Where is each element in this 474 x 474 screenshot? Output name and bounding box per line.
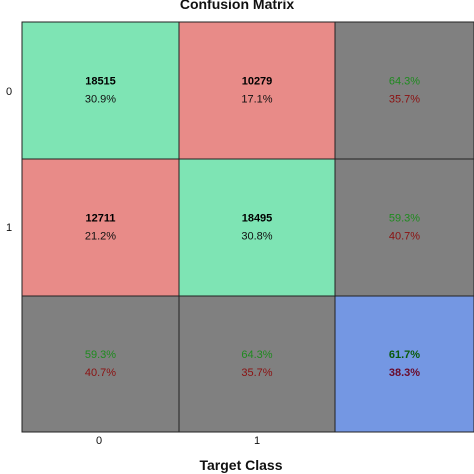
col-summary-cell-0 <box>21 295 180 433</box>
chart-title: Confusion Matrix <box>180 0 295 12</box>
col-tick-label-1: 1 <box>254 435 260 447</box>
col-summary-correct-1: 64.3% <box>241 349 272 361</box>
cell-count-0-0: 18515 <box>85 76 116 88</box>
row-tick-label-1: 1 <box>6 222 12 234</box>
overall-wrong: 38.3% <box>389 367 420 379</box>
overall-correct: 61.7% <box>389 349 420 361</box>
row-summary-cell-0 <box>334 21 474 160</box>
row-summary-cell-1 <box>334 158 474 297</box>
row-summary-wrong-0: 35.7% <box>389 94 420 106</box>
row-summary-wrong-1: 40.7% <box>389 231 420 243</box>
row-summary-correct-1: 59.3% <box>389 213 420 225</box>
col-tick-label-0: 0 <box>96 435 102 447</box>
cell-count-0-1: 10279 <box>242 76 273 88</box>
cell-percent-1-1: 30.8% <box>241 231 272 243</box>
matrix-cells: 18515 30.9% 10279 17.1% 12711 21.2% 18495 30.8%… <box>21 21 474 433</box>
cell-percent-1-0: 21.2% <box>85 231 116 243</box>
cell-percent-0-0: 30.9% <box>85 94 116 106</box>
col-summary-wrong-0: 40.7% <box>85 367 116 379</box>
overall-accuracy-cell <box>334 295 474 433</box>
row-summary-correct-0: 64.3% <box>389 76 420 88</box>
matrix-cell-1-1 <box>178 158 336 297</box>
col-summary-cell-1 <box>178 295 336 433</box>
cell-count-1-0: 12711 <box>86 213 116 225</box>
x-axis-label: Target Class <box>200 457 283 473</box>
row-tick-label-0: 0 <box>6 86 12 98</box>
matrix-cell-1-0 <box>21 158 180 297</box>
cell-percent-0-1: 17.1% <box>241 94 272 106</box>
col-summary-correct-0: 59.3% <box>85 349 116 361</box>
col-summary-wrong-1: 35.7% <box>241 367 272 379</box>
cell-count-1-1: 18495 <box>242 213 273 225</box>
matrix-cell-0-0 <box>21 21 180 160</box>
matrix-cell-0-1 <box>178 21 336 160</box>
